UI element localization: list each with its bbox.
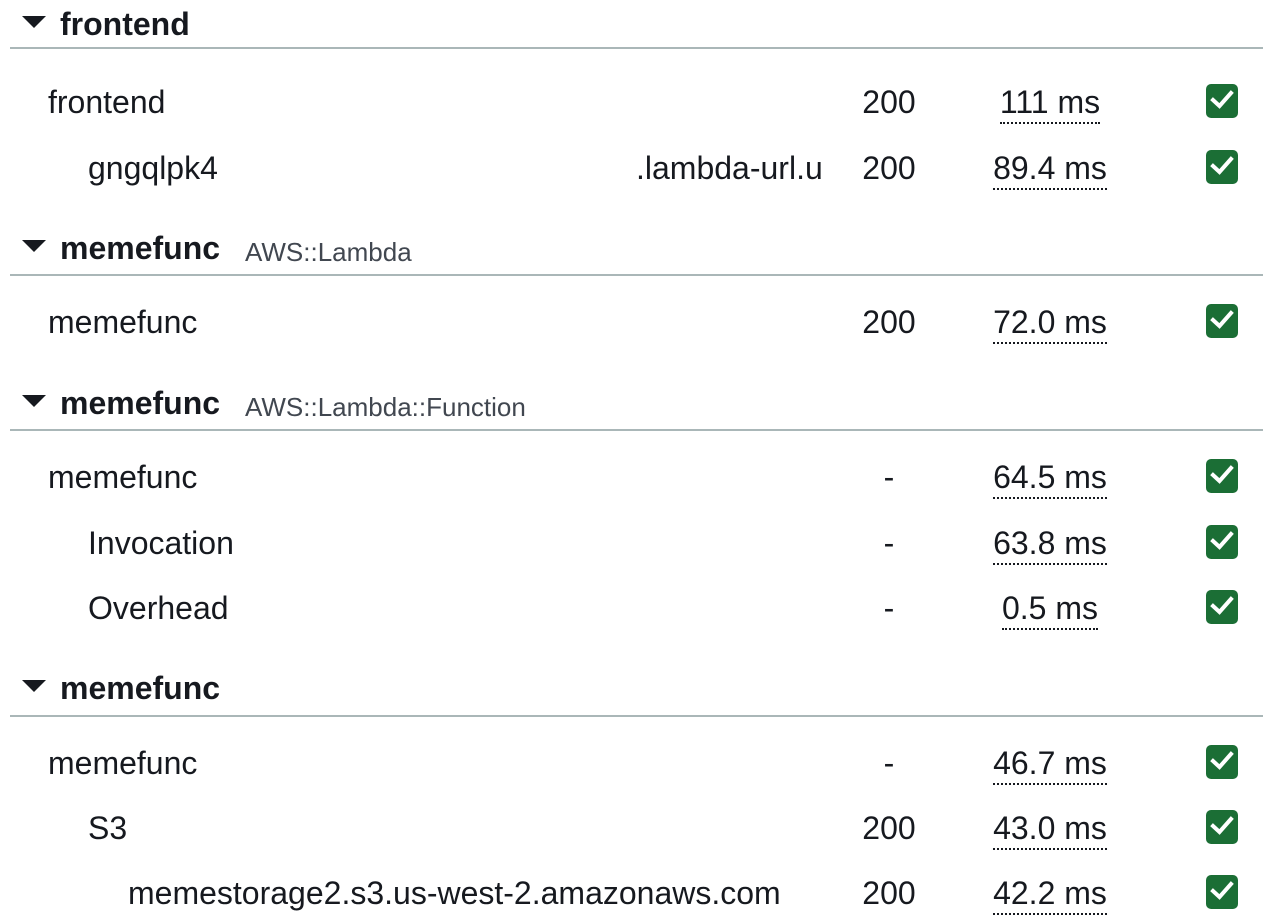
group-divider bbox=[10, 47, 1263, 49]
response-status: 200 bbox=[862, 304, 916, 340]
segment-row[interactable]: S3 200 43.0 ms bbox=[0, 802, 1263, 852]
response-status: 200 bbox=[862, 875, 916, 911]
check-icon bbox=[1206, 590, 1238, 624]
duration-text[interactable]: 63.8 ms bbox=[993, 525, 1107, 565]
group-header-memefunc[interactable]: memefunc bbox=[0, 664, 1263, 717]
check-icon bbox=[1206, 525, 1238, 559]
group-name: memefunc bbox=[60, 385, 221, 421]
response-status: 200 bbox=[862, 150, 916, 186]
segment-row[interactable]: Invocation - 63.8 ms bbox=[0, 517, 1263, 567]
segment-name: memefunc bbox=[48, 459, 198, 495]
group-type: AWS::Lambda bbox=[245, 237, 412, 267]
response-status: - bbox=[883, 459, 895, 495]
group-name: memefunc bbox=[60, 230, 221, 266]
check-icon bbox=[1206, 304, 1238, 338]
caret-down-icon[interactable] bbox=[22, 16, 46, 28]
segment-row[interactable]: memestorage2.s3.us-west-2.amazonaws.com … bbox=[0, 867, 1263, 917]
segment-name: memefunc bbox=[48, 745, 198, 781]
response-status: 200 bbox=[862, 810, 916, 846]
segment-url: .lambda-url.u bbox=[636, 150, 823, 186]
duration-text[interactable]: 89.4 ms bbox=[993, 150, 1107, 190]
segment-row[interactable]: memefunc 200 72.0 ms bbox=[0, 296, 1263, 346]
duration-value[interactable]: 46.7 ms bbox=[990, 745, 1110, 785]
duration-value[interactable]: 89.4 ms bbox=[990, 150, 1110, 190]
caret-down-icon[interactable] bbox=[22, 395, 46, 407]
segment-row[interactable]: memefunc - 46.7 ms bbox=[0, 737, 1263, 787]
duration-text[interactable]: 72.0 ms bbox=[993, 304, 1107, 344]
check-icon bbox=[1206, 810, 1238, 844]
response-status: - bbox=[883, 590, 895, 626]
duration-value[interactable]: 72.0 ms bbox=[990, 304, 1110, 344]
group-divider bbox=[10, 429, 1263, 431]
group-type: AWS::Lambda::Function bbox=[245, 392, 526, 422]
caret-down-icon[interactable] bbox=[22, 680, 46, 692]
check-icon bbox=[1206, 745, 1238, 779]
response-status: 200 bbox=[862, 84, 916, 120]
duration-value[interactable]: 0.5 ms bbox=[990, 590, 1110, 630]
check-icon bbox=[1206, 875, 1238, 909]
duration-value[interactable]: 43.0 ms bbox=[990, 810, 1110, 850]
duration-value[interactable]: 63.8 ms bbox=[990, 525, 1110, 565]
group-name: frontend bbox=[60, 6, 190, 42]
group-header-frontend[interactable]: frontend bbox=[0, 0, 1263, 49]
check-icon bbox=[1206, 84, 1238, 118]
check-icon bbox=[1206, 459, 1238, 493]
group-name: memefunc bbox=[60, 670, 221, 706]
segment-row[interactable]: gngqlpk4 .lambda-url.u 200 89.4 ms bbox=[0, 142, 1263, 192]
segment-row[interactable]: frontend 200 111 ms bbox=[0, 76, 1263, 126]
duration-text[interactable]: 111 ms bbox=[999, 84, 1101, 124]
group-header-memefunc-lambda[interactable]: memefunc AWS::Lambda bbox=[0, 224, 1263, 276]
segment-name: S3 bbox=[88, 810, 128, 846]
segment-name: Invocation bbox=[88, 525, 234, 561]
duration-text[interactable]: 43.0 ms bbox=[993, 810, 1107, 850]
response-status: - bbox=[883, 525, 895, 561]
segment-name: memestorage2.s3.us-west-2.amazonaws.com bbox=[128, 875, 781, 911]
duration-value[interactable]: 42.2 ms bbox=[990, 875, 1110, 915]
segment-row[interactable]: memefunc - 64.5 ms bbox=[0, 451, 1263, 501]
caret-down-icon[interactable] bbox=[22, 240, 46, 252]
segment-name: Overhead bbox=[88, 590, 229, 626]
duration-text[interactable]: 0.5 ms bbox=[1001, 590, 1099, 630]
duration-value[interactable]: 64.5 ms bbox=[990, 459, 1110, 499]
duration-text[interactable]: 64.5 ms bbox=[993, 459, 1107, 499]
group-divider bbox=[10, 274, 1263, 276]
segment-row[interactable]: Overhead - 0.5 ms bbox=[0, 582, 1263, 632]
duration-text[interactable]: 46.7 ms bbox=[993, 745, 1107, 785]
response-status: - bbox=[883, 745, 895, 781]
group-divider bbox=[10, 715, 1263, 717]
segment-name: memefunc bbox=[48, 304, 198, 340]
segment-name: gngqlpk4 bbox=[88, 150, 218, 186]
duration-text[interactable]: 42.2 ms bbox=[993, 875, 1107, 915]
duration-value[interactable]: 111 ms bbox=[990, 84, 1110, 124]
check-icon bbox=[1206, 150, 1238, 184]
group-header-memefunc-lambda-function[interactable]: memefunc AWS::Lambda::Function bbox=[0, 379, 1263, 431]
segment-name: frontend bbox=[48, 84, 166, 120]
